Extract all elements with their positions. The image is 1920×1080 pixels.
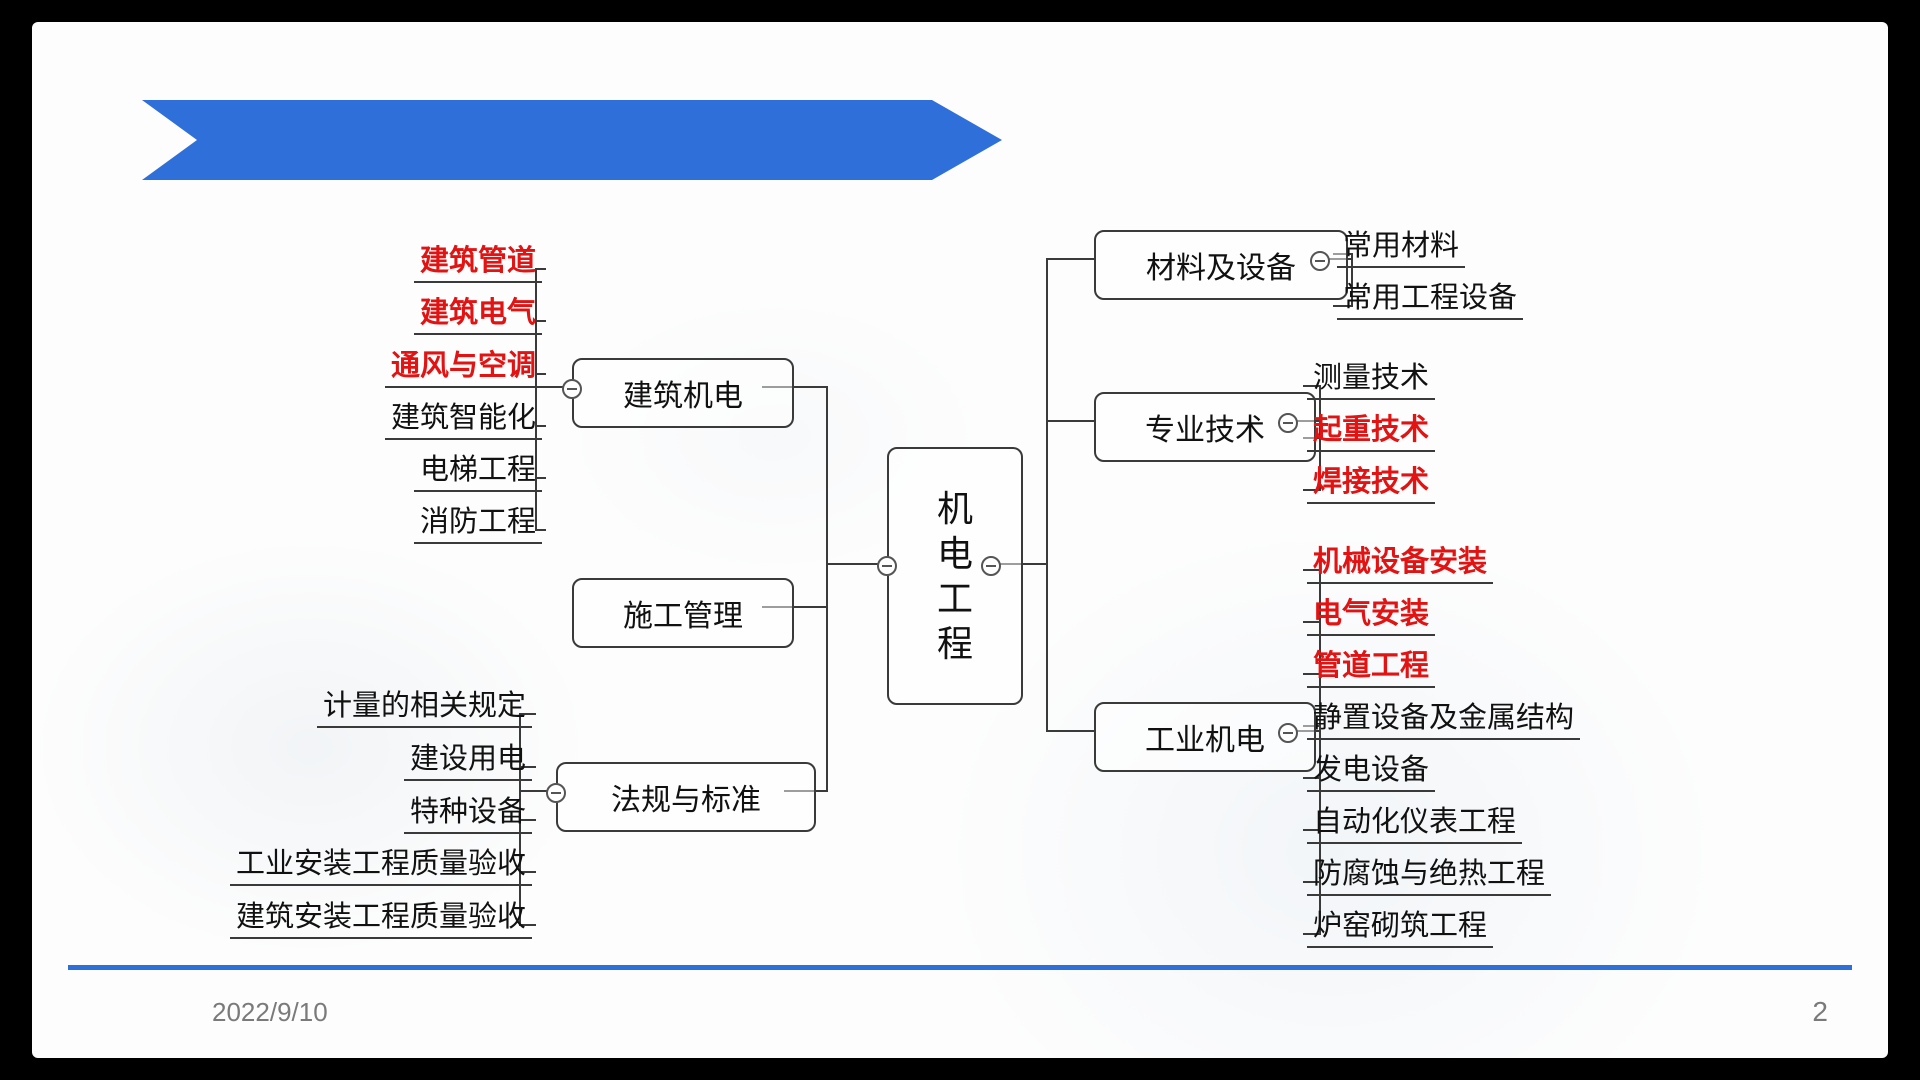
leaf-自动化仪表工程: 自动化仪表工程 (1307, 798, 1522, 844)
footer-divider (68, 965, 1852, 970)
toggle-icon (1310, 251, 1330, 271)
leaf-建筑安装工程质量验收: 建筑安装工程质量验收 (230, 893, 532, 939)
node-施工管理: 施工管理 (572, 578, 794, 648)
toggle-icon (1278, 723, 1298, 743)
mindmap-diagram: 机电工程 建筑机电 建筑管道建筑电气通风与空调建筑智能化电梯工程消防工程施工管理法规… (32, 22, 1888, 1058)
leaf-常用材料: 常用材料 (1337, 222, 1465, 268)
leaf-管道工程: 管道工程 (1307, 642, 1435, 688)
toggle-icon (1278, 413, 1298, 433)
leaf-炉窑砌筑工程: 炉窑砌筑工程 (1307, 902, 1493, 948)
leaf-发电设备: 发电设备 (1307, 746, 1435, 792)
toggle-icon (981, 556, 1001, 576)
leaf-特种设备: 特种设备 (404, 788, 532, 834)
leaf-消防工程: 消防工程 (414, 498, 542, 544)
footer-date: 2022/9/10 (212, 997, 328, 1028)
toggle-icon (877, 556, 897, 576)
leaf-建筑智能化: 建筑智能化 (385, 394, 542, 440)
leaf-起重技术: 起重技术 (1307, 406, 1435, 452)
toggle-icon (546, 783, 566, 803)
footer-page: 2 (1812, 996, 1828, 1028)
leaf-建设用电: 建设用电 (404, 735, 532, 781)
leaf-测量技术: 测量技术 (1307, 354, 1435, 400)
leaf-电气安装: 电气安装 (1307, 590, 1435, 636)
leaf-建筑管道: 建筑管道 (414, 237, 542, 283)
node-法规与标准: 法规与标准 (556, 762, 816, 832)
leaf-工业安装工程质量验收: 工业安装工程质量验收 (230, 840, 532, 886)
toggle-icon (562, 379, 582, 399)
leaf-焊接技术: 焊接技术 (1307, 458, 1435, 504)
leaf-常用工程设备: 常用工程设备 (1337, 274, 1523, 320)
leaf-防腐蚀与绝热工程: 防腐蚀与绝热工程 (1307, 850, 1551, 896)
leaf-通风与空调: 通风与空调 (385, 342, 542, 388)
leaf-静置设备及金属结构: 静置设备及金属结构 (1307, 694, 1580, 740)
leaf-计量的相关规定: 计量的相关规定 (317, 682, 532, 728)
leaf-机械设备安装: 机械设备安装 (1307, 538, 1493, 584)
leaf-建筑电气: 建筑电气 (414, 289, 542, 335)
node-机 电 工 程: 机电工程 (887, 447, 1023, 705)
node-建筑机电: 建筑机电 (572, 358, 794, 428)
leaf-电梯工程: 电梯工程 (414, 446, 542, 492)
slide: 机电工程 建筑机电 建筑管道建筑电气通风与空调建筑智能化电梯工程消防工程施工管理法规… (32, 22, 1888, 1058)
